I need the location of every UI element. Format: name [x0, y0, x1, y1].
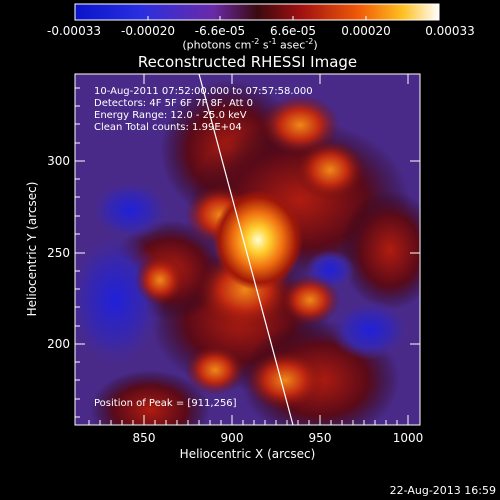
colorbar-tick-label: -0.00020 [121, 24, 175, 38]
unit-text: ) [313, 38, 318, 52]
y-tick-label: 300 [47, 154, 70, 168]
unit-text: (photons cm [182, 38, 252, 52]
colorbar [74, 3, 440, 21]
colorbar-tick-label: 6.6e-05 [269, 24, 317, 38]
y-axis-label: Heliocentric Y (arcsec) [25, 181, 39, 317]
plot-title: Reconstructed RHESSI Image [137, 53, 358, 71]
x-axis-ticks [88, 74, 409, 425]
x-axis-label: Heliocentric X (arcsec) [179, 447, 316, 461]
solar-limb-line [198, 74, 294, 425]
unit-text: s [259, 38, 269, 52]
unit-text: asec [276, 38, 306, 52]
info-counts: Clean Total counts: 1.99E+04 [94, 122, 242, 133]
info-energy-range: Energy Range: 12.0 - 25.0 keV [94, 110, 247, 121]
y-tick-label: 250 [47, 246, 70, 260]
unit-exponent: -2 [305, 37, 314, 46]
colorbar-ticks [74, 16, 440, 20]
colorbar-unit-label: (photons cm-2 s-1 asec-2) [150, 37, 350, 52]
colorbar-tick-label: -0.00033 [47, 24, 101, 38]
plot-frame [74, 73, 421, 426]
footer-date: 22-Aug-2013 16:59 [389, 484, 496, 497]
peak-position-label: Position of Peak = [911,256] [94, 398, 237, 409]
x-tick-label: 1000 [392, 431, 424, 445]
info-time-range: 10-Aug-2011 07:52:00.000 to 07:57:58.000 [94, 86, 313, 97]
unit-exponent: -1 [268, 37, 277, 46]
y-axis-ticks [75, 87, 420, 418]
rhessi-image [75, 74, 420, 425]
info-detectors: Detectors: 4F 5F 6F 7F 8F, Att 0 [94, 98, 254, 109]
unit-exponent: -2 [251, 37, 260, 46]
colorbar-tick-label: -6.6e-05 [194, 24, 246, 38]
x-tick-label: 950 [308, 431, 332, 445]
x-tick-label: 900 [220, 431, 244, 445]
y-tick-label: 200 [47, 337, 70, 351]
colorbar-tick-label: 0.00020 [341, 24, 391, 38]
colorbar-tick-label: 0.00033 [425, 24, 475, 38]
x-tick-label: 850 [132, 431, 156, 445]
